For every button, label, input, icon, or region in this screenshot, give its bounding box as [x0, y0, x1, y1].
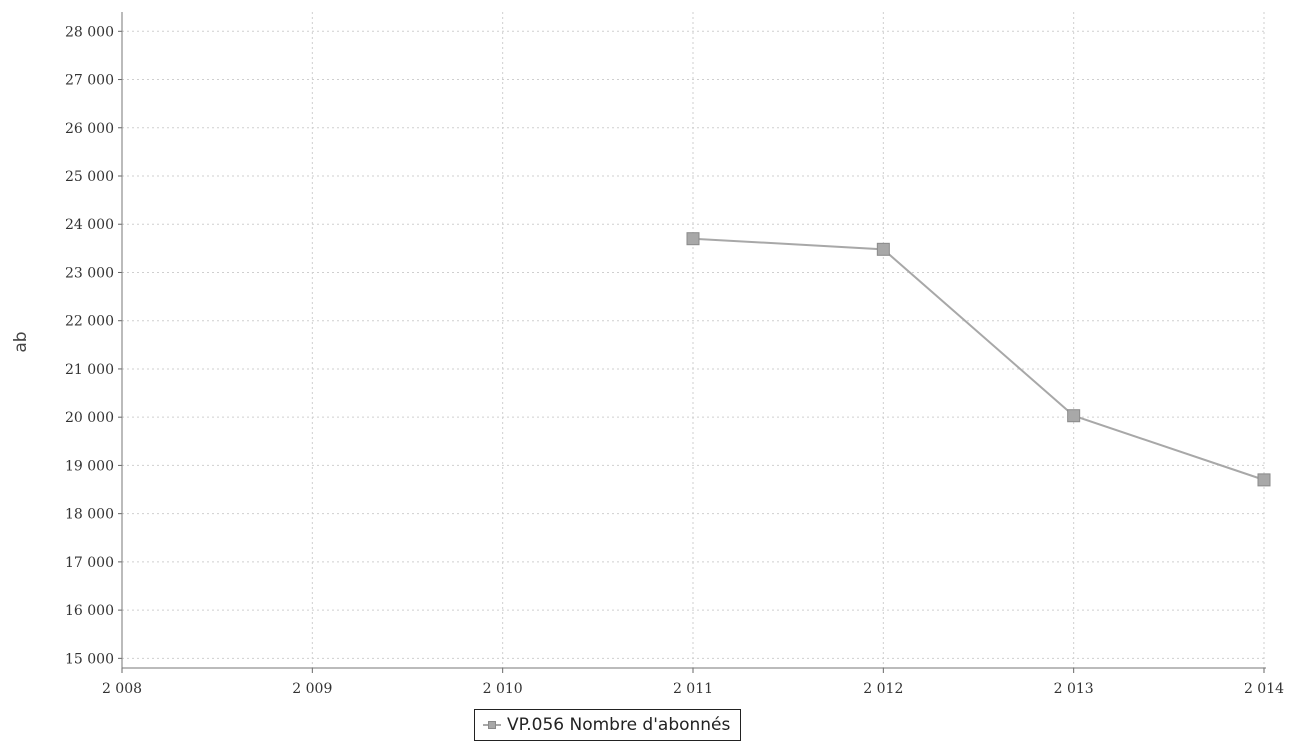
x-tick-label: 2 013	[1054, 681, 1094, 697]
data-point	[686, 232, 700, 246]
y-tick-label: 15 000	[65, 651, 114, 667]
grid	[121, 12, 1266, 668]
y-axis-label: ab	[11, 331, 31, 352]
y-tick-label: 28 000	[65, 24, 114, 40]
y-tick-label: 25 000	[65, 169, 114, 185]
y-tick-label: 21 000	[65, 362, 114, 378]
x-tick-labels: 2 008 2 009 2 010 2 011 2 012 2 013 2 014	[102, 681, 1284, 697]
y-tick-label: 16 000	[65, 603, 114, 619]
data-point	[876, 242, 890, 256]
axes	[118, 12, 1266, 673]
x-tick-label: 2 010	[483, 681, 523, 697]
y-tick-label: 19 000	[65, 458, 114, 474]
y-tick-label: 27 000	[65, 73, 114, 89]
legend-marker-icon	[483, 719, 501, 731]
y-tick-label: 18 000	[65, 507, 114, 523]
y-tick-labels: 15 000 16 000 17 000 18 000 19 000 20 000 21 0…	[65, 24, 114, 667]
x-tick-label: 2 009	[292, 681, 332, 697]
x-tick-label: 2 008	[102, 681, 142, 697]
legend: VP.056 Nombre d'abonnés	[474, 709, 742, 741]
y-tick-label: 17 000	[65, 555, 114, 571]
x-tick-label: 2 014	[1244, 681, 1284, 697]
plot-area	[122, 12, 1266, 668]
data-point	[1067, 409, 1081, 423]
x-tick-label: 2 011	[673, 681, 713, 697]
series-line	[692, 237, 1265, 481]
legend-label: VP.056 Nombre d'abonnés	[507, 715, 731, 735]
y-tick-label: 26 000	[65, 121, 114, 137]
y-tick-label: 20 000	[65, 410, 114, 426]
data-point	[1257, 473, 1271, 487]
y-tick-label: 22 000	[65, 314, 114, 330]
y-tick-label: 24 000	[65, 217, 114, 233]
series-group	[686, 232, 1271, 487]
x-tick-label: 2 012	[863, 681, 903, 697]
y-tick-label: 23 000	[65, 265, 114, 281]
